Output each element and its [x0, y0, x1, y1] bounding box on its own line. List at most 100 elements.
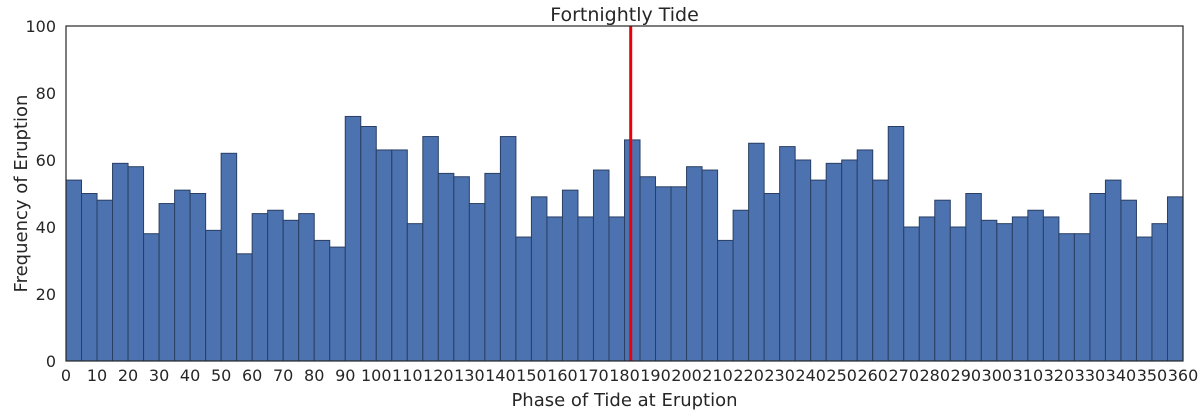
x-tick-label: 70: [273, 366, 293, 385]
bar-65: [267, 209, 284, 362]
bar-225: [763, 193, 781, 362]
bar-290: [965, 193, 982, 362]
x-tick-label: 190: [640, 366, 671, 385]
y-tick-label: 100: [25, 17, 56, 36]
bar-45: [205, 229, 222, 362]
x-tick-label: 360: [1168, 366, 1199, 385]
bar-110: [406, 223, 424, 362]
bar-215: [732, 209, 750, 362]
x-tick-label: 50: [211, 366, 231, 385]
x-tick-label: 280: [920, 366, 951, 385]
x-tick-label: 200: [671, 366, 702, 385]
bar-345: [1135, 236, 1153, 362]
bar-275: [918, 216, 936, 362]
x-tick-label: 330: [1075, 366, 1106, 385]
bar-40: [189, 193, 207, 362]
x-tick-label: 80: [304, 366, 324, 385]
x-tick-label: 150: [516, 366, 547, 385]
bar-235: [794, 159, 812, 362]
bar-25: [143, 233, 160, 362]
bar-100: [375, 149, 393, 362]
x-tick-label: 40: [180, 366, 200, 385]
bar-295: [980, 219, 998, 362]
bar-330: [1089, 193, 1106, 362]
x-tick-label: 320: [1044, 366, 1075, 385]
x-tick-label: 340: [1106, 366, 1137, 385]
bar-140: [499, 136, 517, 362]
x-tick-label: 140: [485, 366, 516, 385]
bar-245: [825, 162, 843, 362]
y-tick-label: 80: [36, 84, 56, 103]
bar-255: [856, 149, 874, 362]
x-tick-label: 60: [242, 366, 262, 385]
x-tick-label: 240: [795, 366, 826, 385]
bar-220: [748, 142, 765, 362]
y-tick-label: 0: [46, 352, 56, 371]
x-tick-label: 270: [888, 366, 919, 385]
x-tick-label: 250: [826, 366, 857, 385]
bar-240: [810, 179, 827, 362]
bar-250: [841, 159, 858, 362]
y-axis-label: Frequency of Eruption: [11, 95, 32, 293]
x-tick-label: 120: [423, 366, 454, 385]
bar-230: [779, 146, 796, 362]
x-tick-label: 180: [609, 366, 640, 385]
x-tick-label: 300: [982, 366, 1013, 385]
x-tick-label: 100: [361, 366, 392, 385]
bar-185: [639, 176, 657, 362]
bar-265: [887, 126, 905, 362]
x-axis-label: Phase of Tide at Eruption: [511, 390, 737, 411]
bar-135: [484, 172, 501, 362]
bar-270: [903, 226, 920, 362]
bar-195: [670, 186, 688, 362]
plot-frame: [65, 25, 1184, 362]
bar-310: [1027, 209, 1044, 362]
y-tick-label: 40: [36, 218, 56, 237]
bar-170: [592, 169, 610, 362]
bar-70: [282, 219, 300, 362]
bar-355: [1166, 196, 1184, 362]
bar-60: [251, 213, 269, 362]
bar-160: [561, 189, 579, 362]
bar-125: [453, 176, 470, 362]
bar-15: [112, 162, 129, 362]
bar-350: [1151, 223, 1168, 362]
bar-130: [468, 203, 486, 362]
x-tick-label: 230: [764, 366, 795, 385]
x-tick-label: 130: [454, 366, 485, 385]
bar-300: [996, 223, 1013, 362]
bar-190: [655, 186, 672, 362]
bar-205: [701, 169, 719, 362]
x-tick-label: 0: [61, 366, 71, 385]
bar-180: [624, 139, 641, 362]
bar-35: [174, 189, 191, 362]
bar-325: [1073, 233, 1091, 362]
y-tick-label: 60: [36, 151, 56, 170]
x-tick-label: 90: [335, 366, 355, 385]
bars-group: [65, 115, 1184, 362]
x-tick-label: 310: [1013, 366, 1044, 385]
bar-55: [236, 253, 253, 362]
x-axis-ticks: 0 10 20 30 40 50 60 70 80 90 100 110 120 130 140 150 160…: [61, 366, 1198, 385]
x-tick-label: 350: [1137, 366, 1168, 385]
bar-315: [1042, 216, 1060, 362]
bar-145: [515, 236, 532, 362]
bar-120: [437, 172, 455, 362]
x-tick-label: 210: [702, 366, 733, 385]
bar-165: [577, 216, 594, 362]
x-tick-label: 220: [733, 366, 764, 385]
x-tick-label: 110: [392, 366, 423, 385]
bar-115: [422, 136, 439, 362]
bar-85: [329, 246, 346, 362]
bar-260: [872, 179, 889, 362]
bar-210: [717, 239, 734, 362]
bar-90: [344, 115, 362, 362]
bar-280: [934, 199, 951, 362]
bar-0: [65, 179, 83, 362]
bar-155: [546, 216, 563, 362]
x-tick-label: 30: [149, 366, 169, 385]
bar-150: [530, 196, 548, 362]
bar-340: [1120, 199, 1137, 362]
bar-175: [608, 216, 625, 362]
